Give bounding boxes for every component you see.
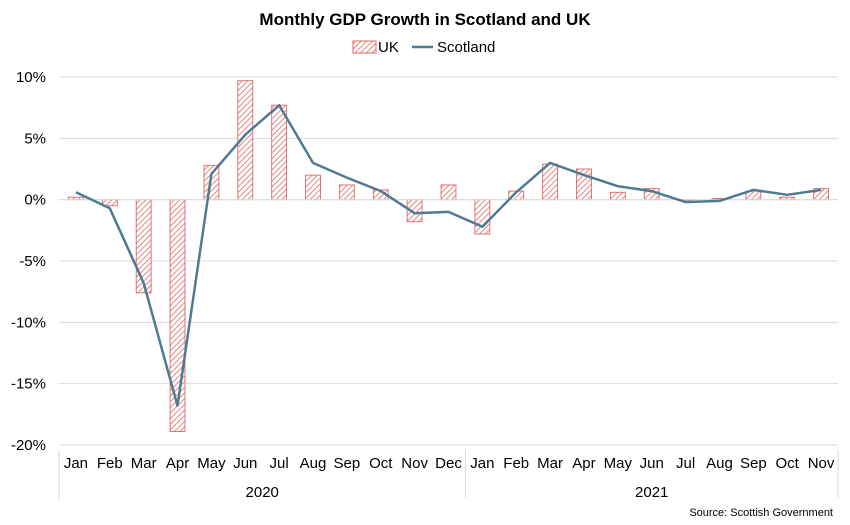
x-tick-label: Apr xyxy=(166,455,189,472)
x-tick-label: Mar xyxy=(131,455,157,472)
uk-bar xyxy=(609,191,626,201)
x-tick-label: Sep xyxy=(740,455,767,472)
uk-bar xyxy=(271,104,288,201)
x-tick-label: Feb xyxy=(97,455,123,472)
legend: UK Scotland xyxy=(352,39,495,56)
x-tick-label: Jul xyxy=(676,455,695,472)
x-tick-label: Apr xyxy=(572,455,595,472)
scotland-line xyxy=(75,103,822,407)
year-label: 2021 xyxy=(635,484,668,501)
y-axis-labels: 10% 5% 0% -5% -10% -15% -20% xyxy=(11,69,46,454)
y-tick-label: -10% xyxy=(11,314,46,331)
uk-bar xyxy=(135,199,152,294)
uk-bar xyxy=(338,184,355,201)
year-group-axis: 2020 2021 xyxy=(58,450,839,501)
legend-swatch-uk xyxy=(352,40,377,54)
chart-title: Monthly GDP Growth in Scotland and UK xyxy=(259,10,591,29)
y-tick-label: 5% xyxy=(24,130,46,147)
y-tick-label: 0% xyxy=(24,192,46,209)
uk-bar xyxy=(169,199,186,432)
x-tick-label: Aug xyxy=(706,455,733,472)
y-tick-label: -15% xyxy=(11,376,46,393)
x-tick-label: Jan xyxy=(470,455,494,472)
x-tick-label: Jun xyxy=(233,455,257,472)
uk-bar xyxy=(542,163,559,201)
y-tick-label: -20% xyxy=(11,437,46,454)
legend-label-uk: UK xyxy=(378,39,399,56)
uk-bar xyxy=(474,199,491,235)
y-tick-label: -5% xyxy=(19,253,46,270)
x-tick-label: Jul xyxy=(270,455,289,472)
x-tick-label: Aug xyxy=(300,455,327,472)
y-tick-label: 10% xyxy=(16,69,46,86)
x-tick-label: Oct xyxy=(776,455,800,472)
uk-bar xyxy=(440,184,457,201)
x-tick-label: May xyxy=(604,455,633,472)
x-tick-label: Jun xyxy=(640,455,664,472)
x-tick-label: Mar xyxy=(537,455,563,472)
x-tick-label: Sep xyxy=(334,455,361,472)
x-tick-label: Nov xyxy=(401,455,428,472)
uk-bar xyxy=(305,174,321,201)
x-tick-label: Feb xyxy=(503,455,529,472)
x-axis-labels: Jan Feb Mar Apr May Jun Jul Aug Sep Oct Nov Dec Jan F… xyxy=(64,455,835,472)
uk-bar xyxy=(203,164,220,201)
x-tick-label: Jan xyxy=(64,455,88,472)
source-note: Source: Scottish Government xyxy=(689,507,833,519)
x-tick-label: Nov xyxy=(808,455,835,472)
x-tick-label: May xyxy=(197,455,226,472)
x-tick-label: Dec xyxy=(435,455,462,472)
legend-label-scotland: Scotland xyxy=(437,39,495,56)
year-label: 2020 xyxy=(246,484,279,501)
x-tick-label: Oct xyxy=(369,455,393,472)
